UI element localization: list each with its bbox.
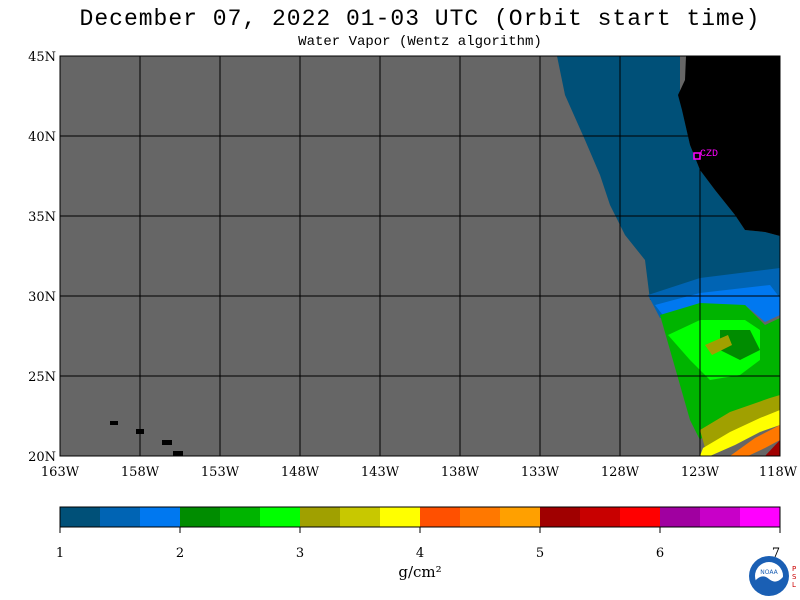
lon-label: 128W — [601, 465, 640, 480]
colorbar-segment — [180, 507, 221, 527]
map-frame — [59, 55, 781, 457]
noaa-logo-icon: NOAA — [749, 556, 789, 596]
hawaii-island-big-island — [173, 451, 183, 456]
lat-label: 25N — [28, 370, 56, 385]
lon-label: 133W — [521, 465, 560, 480]
colorbar-labels: 1 2 3 4 5 6 7 — [56, 527, 781, 561]
colorbar-segment — [100, 507, 141, 527]
colorbar-segment — [340, 507, 381, 527]
land-coastline — [678, 56, 780, 236]
swath-dark-green — [720, 330, 760, 360]
colorbar-label: 4 — [416, 546, 424, 561]
page-title: December 07, 2022 01-03 UTC (Orbit start… — [79, 6, 761, 32]
lat-label: 30N — [28, 290, 56, 305]
colorbar-segment — [420, 507, 461, 527]
lon-label: 163W — [41, 465, 80, 480]
colorbar-segment — [60, 507, 101, 527]
colorbar-label: 6 — [656, 546, 664, 561]
lon-label: 148W — [281, 465, 320, 480]
swath-light-blue-band — [655, 285, 780, 322]
swath-olive-patch — [705, 335, 732, 355]
colorbar-label: 3 — [296, 546, 304, 561]
lon-label: 143W — [361, 465, 400, 480]
station-marker — [693, 152, 701, 160]
lon-label: 153W — [201, 465, 240, 480]
hawaii-island-kauai — [110, 421, 118, 425]
lat-label: 20N — [28, 450, 56, 465]
swath-yellow-band — [700, 410, 780, 456]
colorbar-segment — [540, 507, 581, 527]
colorbar-segment — [300, 507, 341, 527]
colorbar-label: 5 — [536, 546, 544, 561]
lon-label: 158W — [121, 465, 160, 480]
colorbar-segment — [580, 507, 621, 527]
colorbar — [60, 507, 781, 527]
colorbar-units: g/cm² — [398, 563, 442, 581]
map-grid — [60, 56, 780, 456]
colorbar-segment — [260, 507, 301, 527]
colorbar-segment — [380, 507, 421, 527]
colorbar-label: 2 — [176, 546, 184, 561]
colorbar-segment — [660, 507, 701, 527]
lon-label: 123W — [681, 465, 720, 480]
longitude-labels: 163W 158W 153W 148W 143W 138W 133W 128W 123W 118W — [41, 465, 798, 480]
swath-orange-band — [730, 425, 780, 456]
swath-olive-band — [700, 395, 780, 448]
colorbar-segment — [620, 507, 661, 527]
latitude-labels: 45N 40N 35N 30N 25N 20N — [28, 50, 56, 465]
lon-label: 138W — [441, 465, 480, 480]
page-subtitle: Water Vapor (Wentz algorithm) — [298, 34, 542, 50]
colorbar-segment — [700, 507, 741, 527]
station-label: CZD — [700, 149, 718, 160]
colorbar-label: 1 — [56, 546, 64, 561]
lat-label: 40N — [28, 130, 56, 145]
colorbar-segment — [140, 507, 181, 527]
colorbar-segment — [500, 507, 541, 527]
noaa-logo-text: NOAA — [760, 569, 778, 576]
colorbar-label: 7 — [772, 546, 780, 561]
colorbar-segment — [740, 507, 781, 527]
lat-label: 45N — [28, 50, 56, 65]
colorbar-segment — [460, 507, 501, 527]
colorbar-segment — [220, 507, 261, 527]
hawaii-island-maui — [162, 440, 172, 445]
lat-label: 35N — [28, 210, 56, 225]
swath-red-corner — [765, 440, 780, 456]
swath-low-vapor — [557, 56, 780, 300]
lon-label: 118W — [759, 465, 798, 480]
